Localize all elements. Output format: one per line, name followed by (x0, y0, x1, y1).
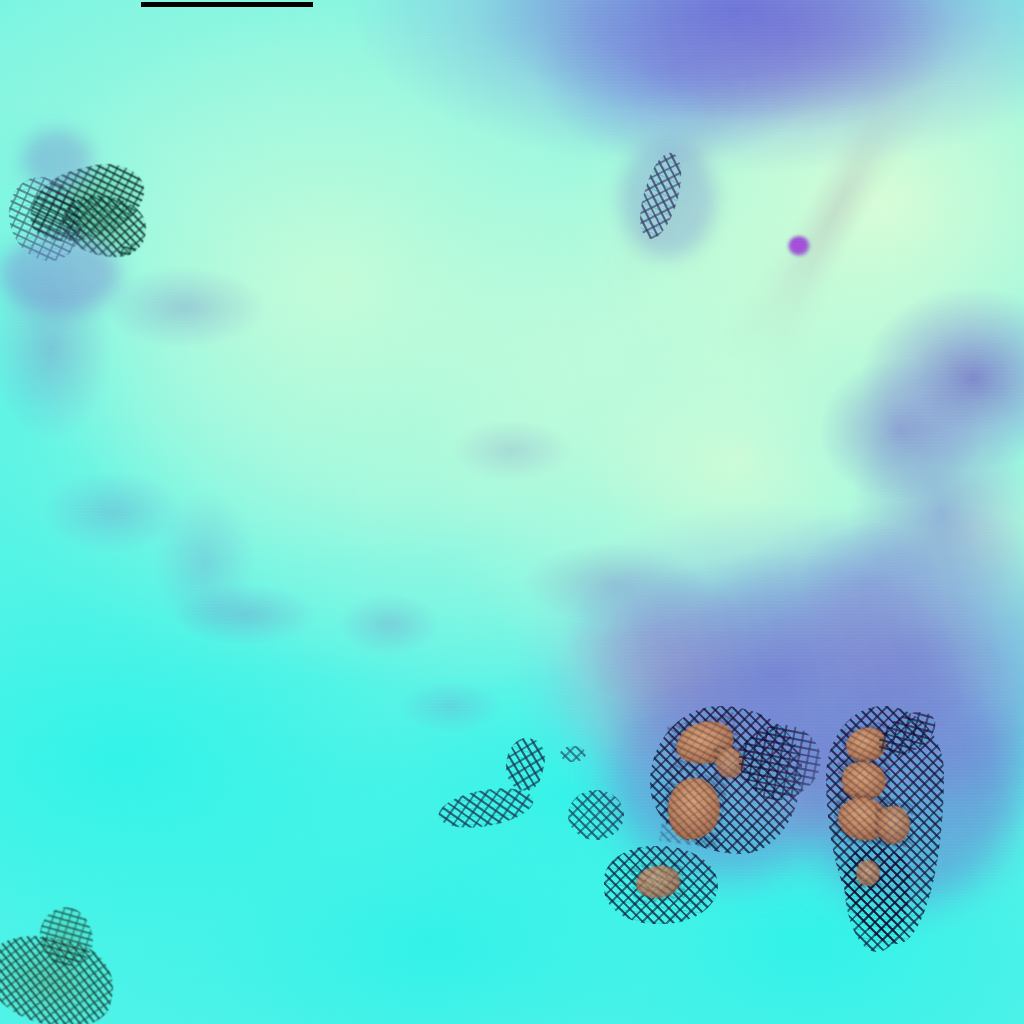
magenta-point-icon (788, 236, 810, 256)
rock-outcrop-east-e-icon (854, 857, 882, 889)
islet-speck-east-icon (560, 746, 586, 762)
ridge-nw-shadow (0, 236, 120, 314)
scale-bar (141, 2, 313, 7)
ridge-streak-north-shadow (620, 140, 716, 258)
rock-outcrop-south-b-icon (568, 790, 624, 840)
ridge-nw-shadow-2 (22, 130, 92, 190)
rock-outcrop-east-d-icon (875, 802, 913, 848)
